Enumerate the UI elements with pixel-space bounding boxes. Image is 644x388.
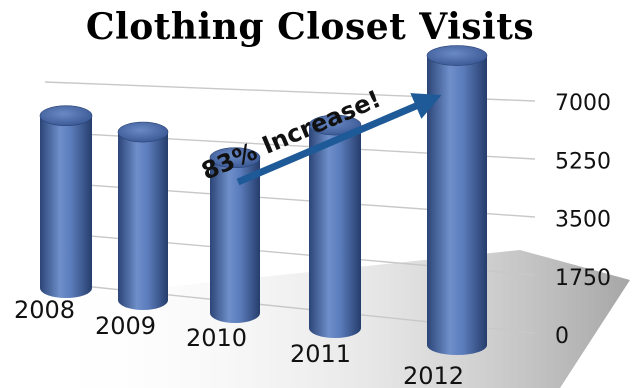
bar-body [309, 125, 361, 338]
bar-cap [117, 121, 169, 143]
bar-cap [39, 105, 93, 127]
category-label: 2008 [14, 296, 75, 324]
chart-title: Clothing Closet Visits [85, 6, 535, 48]
bar-cap [426, 45, 488, 66]
increase-arrow [236, 93, 442, 186]
category-label: 2010 [186, 324, 247, 352]
bar [308, 114, 362, 338]
bar-cap [308, 114, 362, 136]
bar-body [427, 55, 487, 355]
bar-body [118, 132, 168, 310]
bar-body [40, 115, 92, 298]
y-tick-label: 5250 [555, 149, 611, 174]
y-tick-label: 0 [555, 324, 569, 349]
bar-cap [209, 147, 261, 169]
category-label: 2012 [403, 362, 464, 388]
bar [39, 105, 93, 298]
category-label: 2011 [290, 340, 351, 368]
bar [426, 45, 488, 355]
bar [209, 147, 261, 323]
y-tick-label: 7000 [555, 91, 611, 116]
bar [117, 121, 169, 310]
category-label: 2009 [95, 312, 156, 340]
bar-body [210, 157, 260, 323]
y-tick-label: 3500 [555, 208, 611, 233]
y-tick-label: 1750 [555, 266, 611, 291]
